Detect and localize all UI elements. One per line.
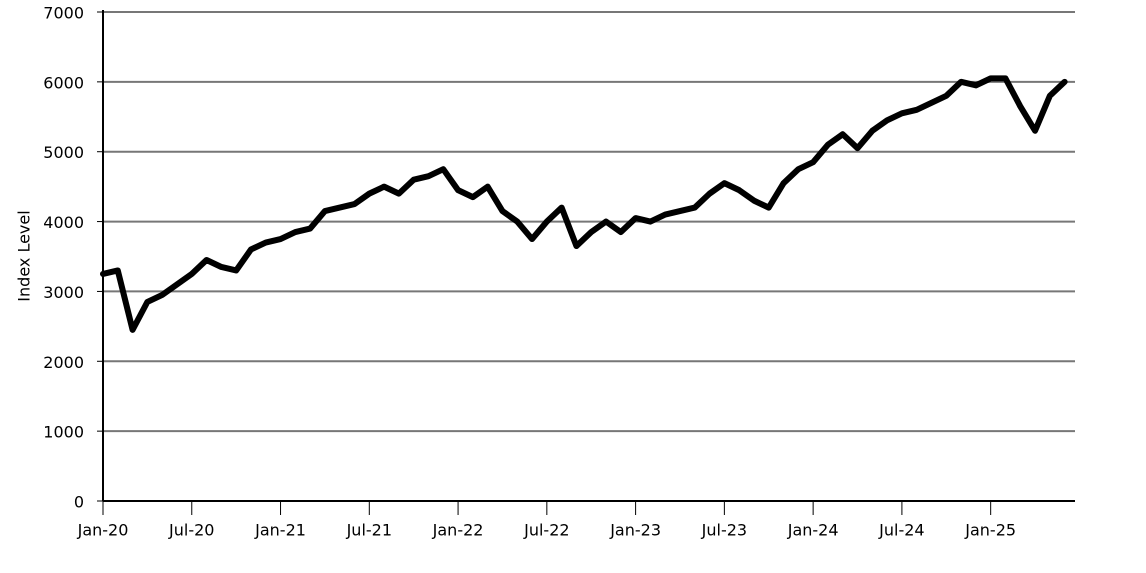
y-tick-label: 3000 — [43, 283, 84, 302]
x-tick-label: Jan-25 — [964, 521, 1016, 540]
x-tick-label: Jul-20 — [168, 521, 214, 540]
x-tick-label: Jan-24 — [787, 521, 839, 540]
y-tick-label: 5000 — [43, 143, 84, 162]
line-series — [100, 75, 1068, 333]
y-tick-label: 6000 — [43, 73, 84, 92]
x-tick-label: Jan-23 — [609, 521, 661, 540]
x-tick-label: Jul-23 — [701, 521, 747, 540]
y-tick-label: 1000 — [43, 423, 84, 442]
y-tick-label: 0 — [74, 493, 84, 512]
y-tick-label: 7000 — [43, 4, 84, 23]
x-tick-label: Jul-22 — [523, 521, 569, 540]
x-tick-label: Jul-24 — [878, 521, 924, 540]
y-axis-label: Index Level — [15, 210, 34, 301]
x-tick-label: Jan-21 — [254, 521, 306, 540]
y-tick-label: 2000 — [43, 353, 84, 372]
x-tick-label: Jan-20 — [77, 521, 129, 540]
x-tick-label: Jul-21 — [346, 521, 392, 540]
y-tick-label: 4000 — [43, 213, 84, 232]
x-tick-label: Jan-22 — [432, 521, 484, 540]
